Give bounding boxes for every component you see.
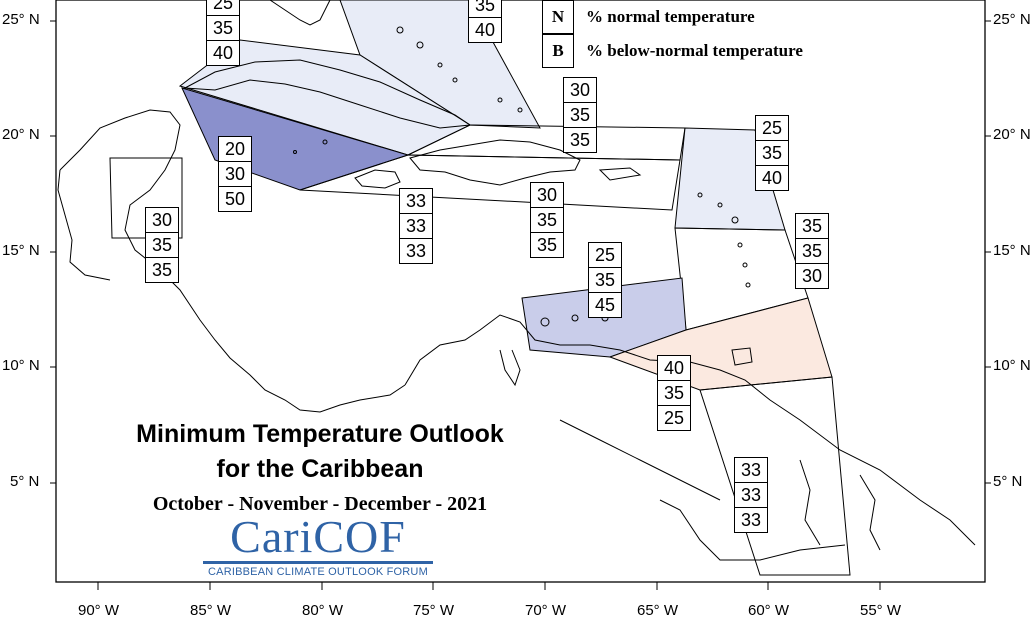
prob-below: 33 [734,508,768,533]
axis-ticks [50,20,991,590]
prob-normal: 35 [795,239,829,264]
prob-box-leewards: 25 35 40 [755,115,789,191]
lon-label-75: 75° W [413,602,455,619]
lon-label-65: 65° W [637,602,679,619]
lat-label-5-right: 5° N [993,473,1023,490]
lat-label-25-right: 25° N [993,11,1031,28]
lat-label-10-left: 10° N [2,357,40,374]
legend-key-normal: N [542,0,574,34]
lon-label-90: 90° W [78,602,120,619]
prob-box-jamaica: 33 33 33 [399,188,433,264]
lat-label-10-right: 10° N [993,357,1031,374]
prob-normal: 30 [218,162,252,187]
lat-label-5-left: 5° N [10,473,40,490]
prob-above: 35 [795,213,829,239]
prob-above: 33 [734,457,768,483]
lon-label-80: 80° W [302,602,344,619]
logo-bar [203,561,433,564]
prob-box-trinidad: 40 35 25 [657,355,691,431]
prob-above: 33 [399,188,433,214]
prob-above: 30 [563,77,597,103]
prob-box-hispaniola: 30 35 35 [530,182,564,258]
lon-label-55: 55° W [860,602,902,619]
zone-belize [109,157,183,239]
prob-box-bahamas: 35 40 [468,0,502,43]
lat-label-20-left: 20° N [2,126,40,143]
prob-below: 45 [588,293,622,318]
legend-label-below: % below-normal temperature [586,41,803,60]
prob-box-cayman: 20 30 50 [218,136,252,212]
prob-normal: 33 [399,214,433,239]
prob-normal: 35 [145,233,179,258]
prob-below: 35 [563,128,597,153]
map-title-line2: for the Caribbean [216,455,424,483]
zone-hispaniola [299,154,681,211]
prob-normal: 35 [206,16,240,41]
legend: N % normal temperature B % below-normal … [542,0,803,68]
legend-row-normal: N % normal temperature [542,0,803,34]
prob-box-windwards: 35 35 30 [795,213,829,289]
prob-above: 40 [657,355,691,381]
legend-key-below: B [542,34,574,68]
lon-label-85: 85° W [190,602,232,619]
prob-below: 40 [206,41,240,66]
prob-normal: 35 [588,268,622,293]
map-period: October - November - December - 2021 [152,493,488,515]
zone-bahamas [339,0,541,129]
prob-above: 30 [530,182,564,208]
lat-label-20-right: 20° N [993,126,1031,143]
prob-below: 30 [795,264,829,289]
prob-below: 25 [657,406,691,431]
logo-tagline: CARIBBEAN CLIMATE OUTLOOK FORUM [208,566,428,578]
logo-name: CariCOF [230,511,406,562]
lat-label-15-left: 15° N [2,242,40,259]
prob-below: 40 [755,166,789,191]
prob-box-abc: 25 35 45 [588,242,622,318]
prob-below: 35 [145,258,179,283]
prob-normal: 35 [563,103,597,128]
prob-box-belize: 30 35 35 [145,207,179,283]
prob-normal: 35 [657,381,691,406]
prob-box-cuba: 25 35 40 [206,0,240,66]
prob-above: 30 [145,207,179,233]
prob-above: 25 [206,0,240,16]
prob-box-turks: 30 35 35 [563,77,597,153]
prob-below: 40 [468,18,502,43]
prob-below: 50 [218,187,252,212]
caricof-logo: CariCOF CARIBBEAN CLIMATE OUTLOOK FORUM [203,514,433,578]
map-frame [55,0,986,583]
lat-label-15-right: 15° N [993,242,1031,259]
lat-label-25-left: 25° N [2,11,40,28]
map-title-line1: Minimum Temperature Outlook [136,420,504,448]
prob-normal: 35 [468,0,502,18]
lon-label-60: 60° W [748,602,790,619]
zone-guianas [699,376,851,576]
prob-above: 25 [588,242,622,268]
prob-above: 20 [218,136,252,162]
prob-normal: 35 [755,141,789,166]
prob-below: 35 [530,233,564,258]
prob-normal: 33 [734,483,768,508]
legend-label-normal: % normal temperature [586,7,755,26]
lon-label-70: 70° W [525,602,567,619]
prob-above: 25 [755,115,789,141]
prob-box-guianas: 33 33 33 [734,457,768,533]
prob-below: 33 [399,239,433,264]
legend-row-below: B % below-normal temperature [542,34,803,68]
prob-normal: 35 [530,208,564,233]
